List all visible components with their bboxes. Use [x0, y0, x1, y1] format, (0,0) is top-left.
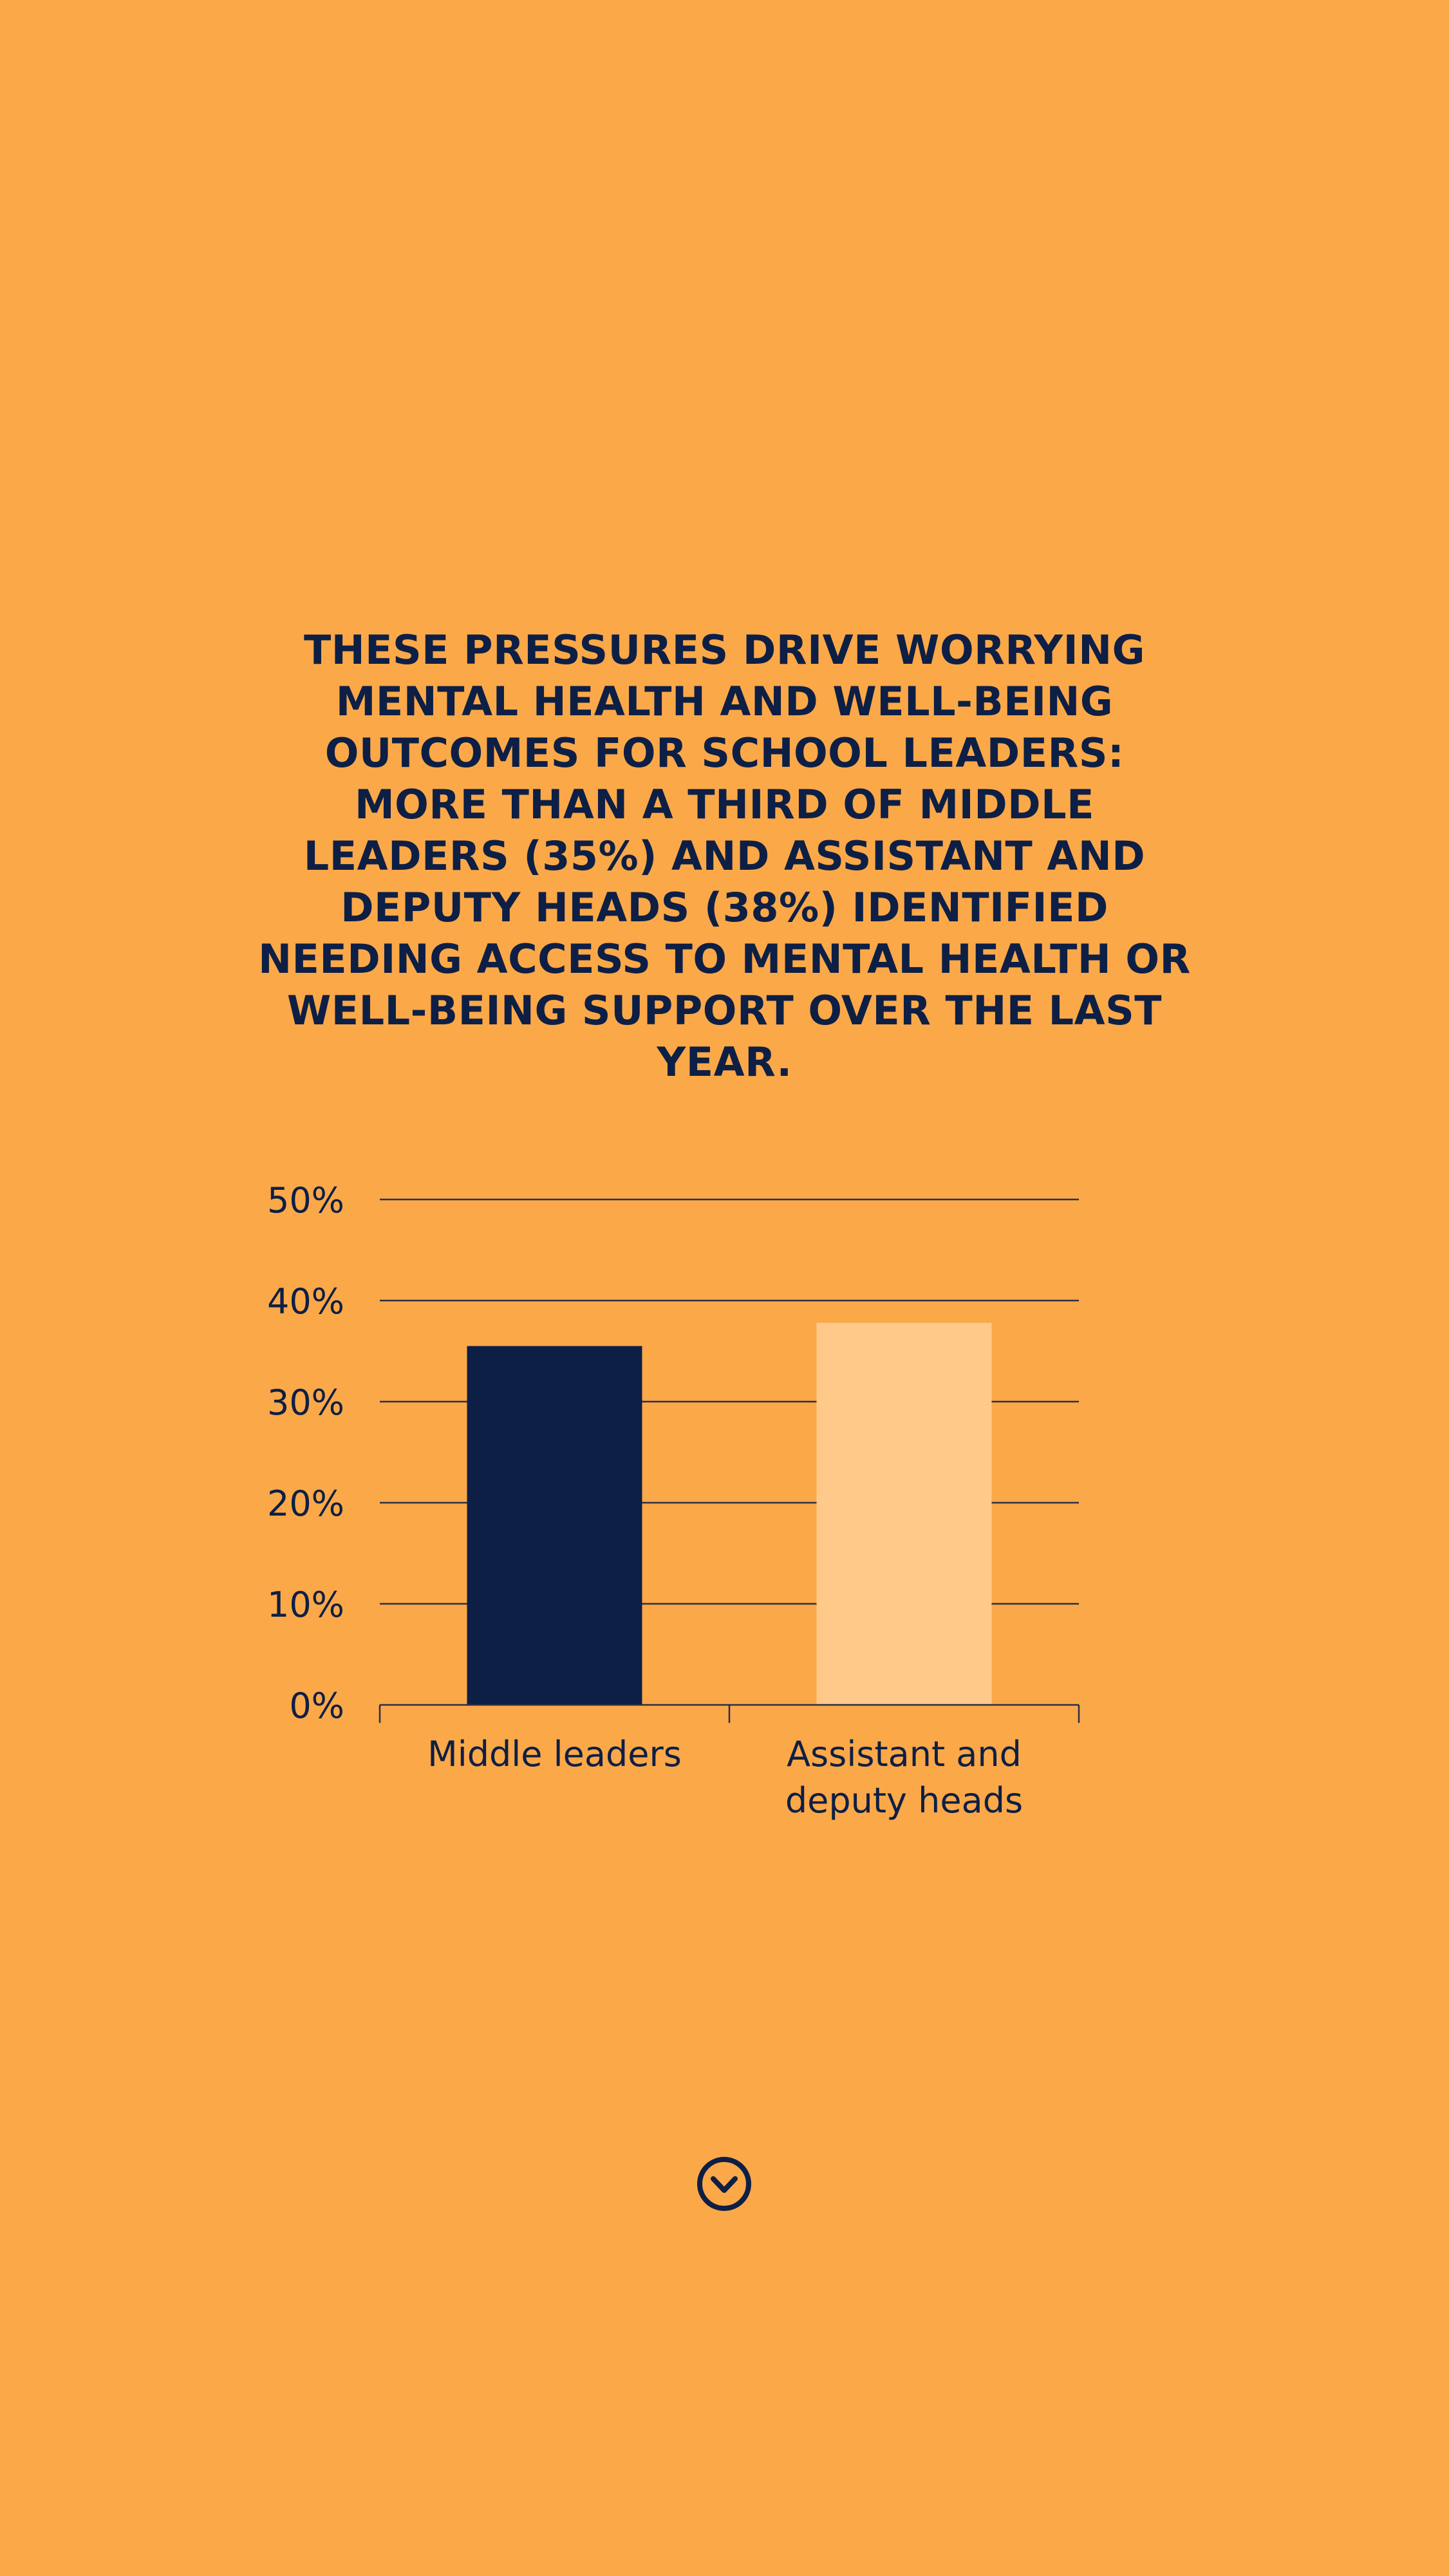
y-tick-label: 20%	[267, 1483, 344, 1524]
x-category-label: Middle leaders	[427, 1734, 682, 1774]
bar	[816, 1322, 992, 1705]
headline: THESE PRESSURES DRIVE WORRYING MENTAL HE…	[258, 626, 1191, 1086]
bars	[467, 1322, 992, 1705]
y-tick-label: 0%	[289, 1686, 344, 1726]
x-category-label: Assistant and	[787, 1734, 1022, 1774]
x-axis	[379, 1704, 1080, 1723]
bar-chart: Middle leaders Assistant and deputy heads 0…	[267, 1180, 1080, 1821]
x-axis-category-labels: Middle leaders Assistant and deputy heads	[427, 1734, 1023, 1821]
y-tick-label: 10%	[267, 1584, 344, 1625]
bar	[467, 1346, 642, 1705]
x-category-label: deputy heads	[785, 1780, 1023, 1821]
chevron-down-circle-icon[interactable]	[695, 2155, 753, 2213]
y-tick-label: 40%	[267, 1281, 344, 1322]
y-axis-tick-labels: 0% 10% 20% 30% 40% 50%	[267, 1180, 344, 1726]
y-tick-label: 50%	[267, 1180, 344, 1221]
y-tick-label: 30%	[267, 1382, 344, 1423]
